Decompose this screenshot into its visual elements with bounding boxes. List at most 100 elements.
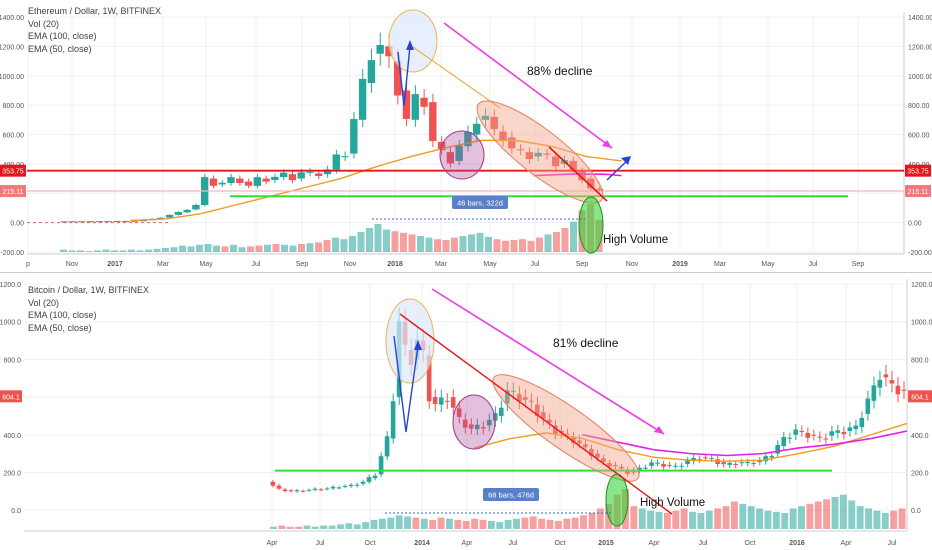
price-label-left — [0, 185, 26, 198]
volume-bar — [496, 522, 504, 529]
x-axis-tick-label: Jul — [888, 540, 897, 547]
candle-body — [426, 355, 432, 402]
x-axis-tick-label: Apr — [649, 540, 661, 547]
volume-bar — [387, 517, 395, 529]
volume-bar — [663, 513, 671, 529]
candle-body — [883, 374, 889, 378]
volume-bar — [487, 521, 495, 529]
candle-body — [901, 389, 907, 391]
volume-bar — [362, 522, 370, 529]
highlight-circle-peak — [385, 298, 435, 384]
volume-bar — [332, 237, 339, 252]
trend-line-orange — [412, 46, 501, 109]
candle-body — [534, 152, 542, 157]
candle-body — [751, 463, 756, 465]
candle-body — [589, 448, 594, 456]
candle-body — [341, 156, 349, 158]
volume-bar — [357, 232, 365, 252]
volume-bar — [446, 518, 453, 529]
volume-bar — [295, 526, 303, 529]
candle-body — [817, 436, 823, 438]
candle-body — [535, 404, 540, 416]
candle-body — [763, 456, 768, 462]
decline-arrow — [443, 22, 613, 149]
y-axis-tick-label-left: 600.00 — [3, 133, 25, 140]
volume-bar — [315, 242, 322, 252]
price-label-right — [908, 390, 932, 403]
candle-body — [583, 444, 588, 448]
volume-bar — [647, 510, 655, 529]
volume-bar — [340, 239, 348, 252]
candle-body — [553, 425, 558, 435]
volume-bar — [485, 236, 492, 252]
volume-bar — [102, 249, 110, 252]
candle-body — [643, 467, 648, 469]
candle-body — [781, 436, 787, 447]
x-axis-tick-label: May — [483, 261, 497, 268]
volume-bar — [538, 518, 546, 529]
candle-body — [139, 220, 147, 222]
volume-bar — [476, 232, 484, 252]
volume-bar — [238, 247, 246, 252]
y-axis-tick-label-left: 1400.00 — [0, 15, 24, 22]
candle-body — [348, 484, 354, 487]
candle-body — [376, 44, 384, 54]
volume-annotation: High Volume — [603, 234, 668, 246]
candle-body — [324, 488, 330, 490]
candle-body — [529, 400, 534, 402]
volume-bar — [145, 249, 152, 252]
candle-body — [525, 152, 534, 160]
candle-body — [516, 149, 525, 151]
candle-body — [279, 172, 288, 178]
y-axis-tick-label-right: 400.0 — [911, 433, 929, 440]
highlight-circle-bounce — [452, 394, 496, 450]
candle-body — [297, 172, 305, 179]
pane-separator[interactable] — [0, 272, 932, 273]
volume-bar — [320, 525, 328, 529]
volume-bar — [561, 228, 569, 252]
decline-annotation: 88% decline — [527, 64, 593, 78]
candle-body — [384, 436, 390, 457]
candle-body — [306, 171, 314, 173]
volume-bar — [328, 525, 336, 529]
y-axis-tick-label-right: 600.00 — [908, 133, 930, 140]
volume-bar — [247, 246, 254, 252]
candle-body — [625, 469, 630, 474]
chart-title: Ethereum / Dollar, 1W, BITFINEX — [28, 6, 162, 16]
x-axis-tick-label: Apr — [462, 540, 474, 547]
candle-body — [429, 102, 437, 142]
candle-body — [69, 221, 77, 223]
candle-body — [775, 444, 781, 454]
candle-body — [411, 94, 419, 120]
candle-body — [394, 61, 402, 96]
volume-bar — [196, 244, 203, 252]
candle-body — [360, 481, 366, 484]
bitcoin-chart-svg[interactable]: 1200.01200.01000.01000.0800.0800.0600.06… — [0, 274, 932, 550]
y-axis-tick-label-left: 200.0 — [3, 470, 21, 477]
volume-bar — [270, 526, 277, 529]
decline-annotation: 81% decline — [553, 336, 619, 350]
candle-body — [378, 456, 384, 475]
candle-body — [462, 419, 468, 428]
x-axis-tick-label: Apr — [267, 540, 279, 547]
volume-bar — [697, 513, 705, 529]
x-axis-tick-label: Jul — [316, 540, 325, 547]
volume-bar — [408, 234, 416, 252]
candle-body — [595, 453, 600, 458]
volume-bar — [298, 244, 305, 252]
bitcoin-chart-pane[interactable]: 1200.01200.01000.01000.0800.0800.0600.06… — [0, 274, 932, 550]
volume-bar — [366, 228, 373, 252]
candle-body — [372, 475, 378, 479]
ethereum-chart-svg[interactable]: 1400.00 1400.00 1200.00 1200.00 1000.00 1000.… — [0, 0, 932, 270]
volume-bar — [323, 240, 331, 252]
range-label-box — [452, 196, 508, 209]
y-axis-tick-label-right: 0.00 — [908, 221, 922, 228]
blue-arrow-path — [397, 45, 411, 107]
candle-body — [877, 379, 883, 388]
volume-bar — [136, 250, 144, 252]
ethereum-chart-pane[interactable]: 1400.00 1400.00 1200.00 1200.00 1000.00 1000.… — [0, 0, 932, 270]
volume-bar — [764, 510, 772, 529]
candle-body — [253, 177, 262, 186]
candle-body — [769, 455, 774, 458]
volume-bar — [839, 494, 847, 529]
